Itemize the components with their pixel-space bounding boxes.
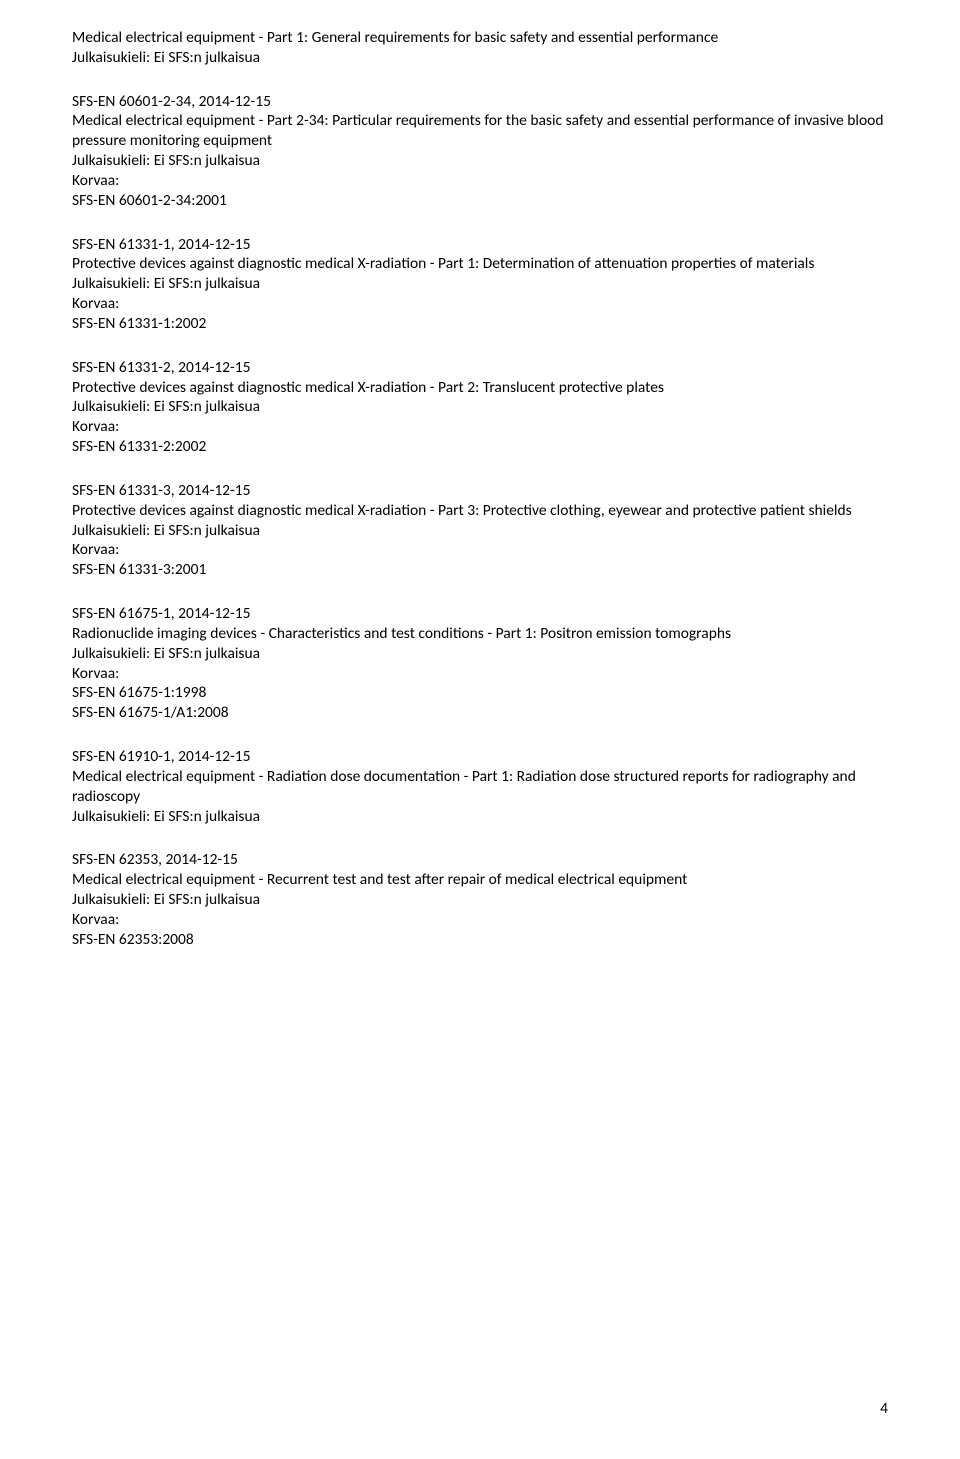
entry-description: Protective devices against diagnostic me… <box>72 378 888 398</box>
entries-container: Medical electrical equipment - Part 1: G… <box>72 28 888 949</box>
standard-entry: SFS-EN 61331-1, 2014-12-15Protective dev… <box>72 235 888 334</box>
entry-header: SFS-EN 61910-1, 2014-12-15 <box>72 747 888 767</box>
replaces-label: Korvaa: <box>72 417 888 437</box>
replaces-item: SFS-EN 60601-2-34:2001 <box>72 191 888 211</box>
replaces-label: Korvaa: <box>72 171 888 191</box>
entry-language: Julkaisukieli: Ei SFS:n julkaisua <box>72 48 888 68</box>
document-page: Medical electrical equipment - Part 1: G… <box>0 0 960 1459</box>
replaces-item: SFS-EN 62353:2008 <box>72 930 888 950</box>
standard-entry: Medical electrical equipment - Part 1: G… <box>72 28 888 68</box>
replaces-item: SFS-EN 61675-1/A1:2008 <box>72 703 888 723</box>
entry-language: Julkaisukieli: Ei SFS:n julkaisua <box>72 890 888 910</box>
replaces-item: SFS-EN 61331-3:2001 <box>72 560 888 580</box>
standard-entry: SFS-EN 61675-1, 2014-12-15Radionuclide i… <box>72 604 888 723</box>
entry-language: Julkaisukieli: Ei SFS:n julkaisua <box>72 807 888 827</box>
entry-language: Julkaisukieli: Ei SFS:n julkaisua <box>72 397 888 417</box>
standard-entry: SFS-EN 61910-1, 2014-12-15Medical electr… <box>72 747 888 826</box>
entry-language: Julkaisukieli: Ei SFS:n julkaisua <box>72 644 888 664</box>
entry-header: SFS-EN 62353, 2014-12-15 <box>72 850 888 870</box>
replaces-label: Korvaa: <box>72 294 888 314</box>
replaces-item: SFS-EN 61675-1:1998 <box>72 683 888 703</box>
entry-header: SFS-EN 60601-2-34, 2014-12-15 <box>72 92 888 112</box>
replaces-label: Korvaa: <box>72 540 888 560</box>
entry-header: SFS-EN 61331-1, 2014-12-15 <box>72 235 888 255</box>
replaces-item: SFS-EN 61331-1:2002 <box>72 314 888 334</box>
replaces-label: Korvaa: <box>72 664 888 684</box>
standard-entry: SFS-EN 62353, 2014-12-15Medical electric… <box>72 850 888 949</box>
entry-description: Protective devices against diagnostic me… <box>72 254 888 274</box>
entry-description: Protective devices against diagnostic me… <box>72 501 888 521</box>
standard-entry: SFS-EN 60601-2-34, 2014-12-15Medical ele… <box>72 92 888 211</box>
replaces-item: SFS-EN 61331-2:2002 <box>72 437 888 457</box>
standard-entry: SFS-EN 61331-2, 2014-12-15Protective dev… <box>72 358 888 457</box>
entry-header: SFS-EN 61675-1, 2014-12-15 <box>72 604 888 624</box>
standard-entry: SFS-EN 61331-3, 2014-12-15Protective dev… <box>72 481 888 580</box>
entry-description: Medical electrical equipment - Part 2-34… <box>72 111 888 151</box>
entry-language: Julkaisukieli: Ei SFS:n julkaisua <box>72 151 888 171</box>
entry-header: SFS-EN 61331-3, 2014-12-15 <box>72 481 888 501</box>
entry-description: Radionuclide imaging devices - Character… <box>72 624 888 644</box>
replaces-label: Korvaa: <box>72 910 888 930</box>
entry-language: Julkaisukieli: Ei SFS:n julkaisua <box>72 274 888 294</box>
entry-description: Medical electrical equipment - Part 1: G… <box>72 28 888 48</box>
entry-description: Medical electrical equipment - Recurrent… <box>72 870 888 890</box>
page-number: 4 <box>880 1399 888 1419</box>
entry-header: SFS-EN 61331-2, 2014-12-15 <box>72 358 888 378</box>
entry-description: Medical electrical equipment - Radiation… <box>72 767 888 807</box>
entry-language: Julkaisukieli: Ei SFS:n julkaisua <box>72 521 888 541</box>
